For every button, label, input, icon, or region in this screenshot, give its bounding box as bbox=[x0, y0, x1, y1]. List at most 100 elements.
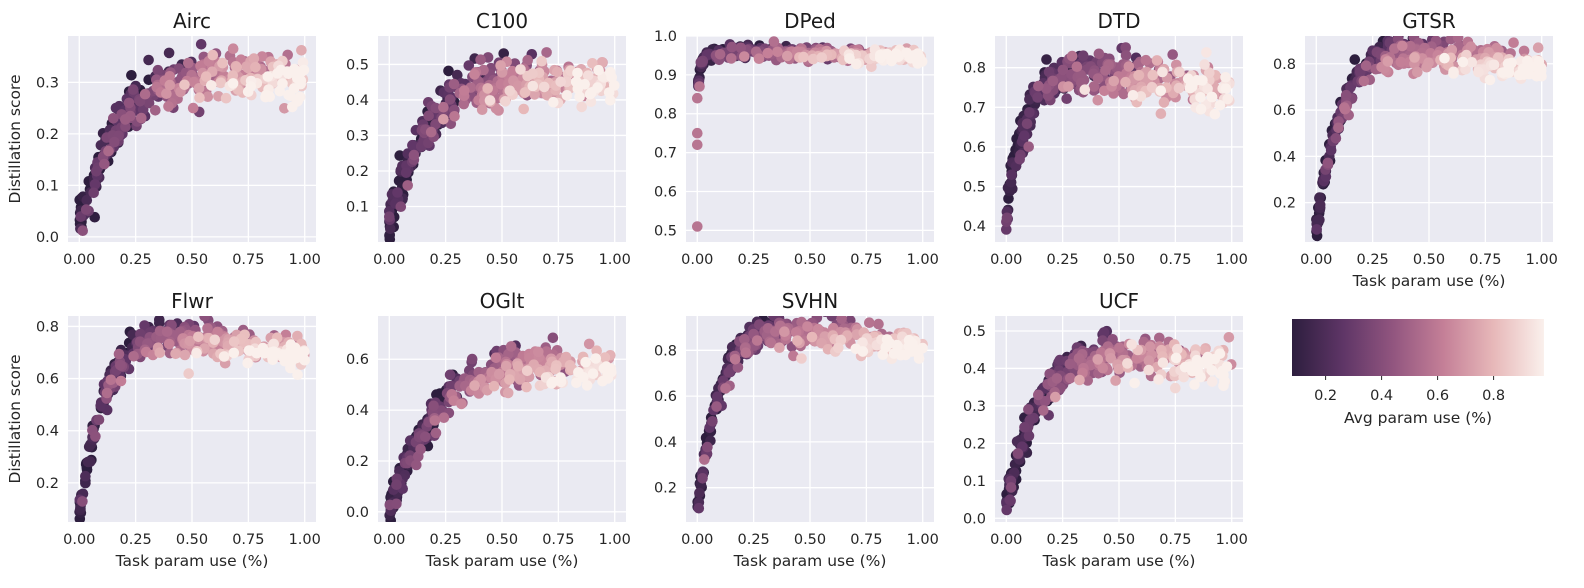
scatter-point bbox=[720, 383, 731, 394]
scatter-point bbox=[1209, 108, 1221, 120]
y-tick-label: 0.7 bbox=[963, 100, 986, 116]
scatter-point bbox=[298, 64, 310, 76]
panel-title: SVHN bbox=[782, 289, 838, 313]
panel-title: C100 bbox=[476, 9, 528, 33]
scatter-point bbox=[127, 84, 139, 95]
scatter-point bbox=[693, 502, 705, 514]
scatter-point bbox=[270, 348, 281, 359]
scatter-point bbox=[739, 51, 750, 62]
scatter-point bbox=[475, 54, 486, 65]
scatter-point bbox=[1439, 52, 1450, 64]
scatter-point bbox=[1066, 50, 1078, 62]
scatter-point bbox=[850, 343, 862, 355]
scatter-point bbox=[1019, 130, 1030, 141]
scatter-point bbox=[488, 380, 500, 392]
scatter-point bbox=[200, 71, 212, 82]
scatter-point bbox=[1221, 361, 1233, 372]
scatter-point bbox=[287, 101, 298, 113]
colorbar-tick-label: 0.6 bbox=[1426, 388, 1449, 404]
scatter-point bbox=[1358, 75, 1370, 87]
scatter-point bbox=[739, 334, 750, 345]
scatter-point bbox=[193, 83, 205, 94]
scatter-point bbox=[285, 339, 297, 350]
scatter-point bbox=[384, 211, 395, 222]
scatter-point bbox=[143, 97, 155, 109]
scatter-point bbox=[231, 62, 242, 73]
x-tick-label: 0.50 bbox=[486, 252, 518, 268]
scatter-point bbox=[1421, 61, 1432, 73]
x-axis-label: Task param use (%) bbox=[733, 552, 887, 570]
y-tick-label: 0.4 bbox=[963, 219, 986, 235]
scatter-point bbox=[779, 326, 790, 338]
x-tick-label: 0.25 bbox=[737, 532, 769, 548]
scatter-point bbox=[694, 81, 705, 92]
scatter-points bbox=[1001, 42, 1235, 235]
scatter-point bbox=[77, 225, 88, 236]
scatter-point bbox=[538, 81, 550, 93]
x-tick-label: 0.50 bbox=[1413, 252, 1445, 268]
y-tick-label: 0.8 bbox=[963, 61, 986, 77]
scatter-point bbox=[1214, 100, 1226, 111]
x-tick-label: 1.00 bbox=[907, 252, 939, 268]
scatter-point bbox=[1311, 224, 1322, 235]
scatter-point bbox=[443, 65, 454, 77]
scatter-point bbox=[394, 150, 406, 161]
scatter-point bbox=[1195, 92, 1206, 103]
y-tick-label: 0.5 bbox=[654, 223, 677, 239]
scatter-point bbox=[199, 316, 210, 322]
scatter-point bbox=[1523, 68, 1535, 80]
scatter-point bbox=[695, 56, 707, 68]
x-axis-label: Task param use (%) bbox=[1042, 552, 1196, 570]
scatter-point bbox=[1204, 67, 1215, 78]
scatter-point bbox=[93, 414, 105, 426]
scatter-point bbox=[1005, 482, 1017, 493]
y-tick-label: 0.2 bbox=[36, 476, 59, 492]
scatter-point bbox=[248, 53, 260, 64]
scatter-point bbox=[227, 43, 239, 54]
x-tick-label: 0.25 bbox=[119, 532, 151, 548]
scatter-point bbox=[572, 67, 583, 79]
scatter-point bbox=[1330, 133, 1342, 144]
scatter-point bbox=[218, 351, 230, 362]
scatter-point bbox=[277, 78, 288, 89]
scatter-point bbox=[400, 167, 412, 178]
scatter-point bbox=[768, 36, 780, 47]
scatter-point bbox=[163, 338, 175, 350]
scatter-point bbox=[1105, 353, 1117, 364]
scatter-point bbox=[164, 71, 175, 82]
x-tick-label: 1.00 bbox=[289, 252, 321, 268]
scatter-point bbox=[1143, 364, 1154, 376]
y-tick-label: 0.2 bbox=[346, 454, 369, 470]
scatter-point bbox=[289, 63, 300, 75]
scatter-point bbox=[699, 454, 710, 465]
y-tick-label: 0.8 bbox=[36, 319, 59, 335]
scatter-point bbox=[579, 79, 590, 90]
scatter-point bbox=[463, 60, 475, 71]
scatter-point bbox=[753, 53, 765, 64]
scatter-points bbox=[384, 332, 617, 522]
scatter-point bbox=[123, 97, 135, 109]
y-tick-label: 0.3 bbox=[963, 399, 986, 415]
scatter-point bbox=[260, 91, 271, 103]
scatter-point bbox=[726, 53, 737, 64]
scatter-point bbox=[415, 443, 426, 455]
scatter-point bbox=[816, 52, 828, 63]
scatter-point bbox=[504, 374, 515, 385]
scatter-point bbox=[1167, 49, 1178, 60]
scatter-point bbox=[1092, 354, 1104, 365]
x-tick-label: 0.75 bbox=[232, 532, 264, 548]
scatter-point bbox=[527, 80, 539, 92]
scatter-point bbox=[1064, 358, 1076, 370]
scatter-point bbox=[806, 331, 818, 343]
y-axis-label: Distillation score bbox=[6, 354, 24, 483]
scatter-point bbox=[82, 456, 94, 468]
scatter-point bbox=[1488, 59, 1500, 71]
scatter-point bbox=[550, 363, 561, 375]
scatter-point bbox=[1023, 141, 1034, 152]
panel-dtd: 0.00 0.25 0.50 0.75 1.00 0.4 0.5 0.6 0.7 0.8 DTD bbox=[963, 9, 1248, 268]
x-tick-label: 0.00 bbox=[63, 532, 95, 548]
scatter-point bbox=[1093, 48, 1105, 60]
scatter-point bbox=[1325, 144, 1337, 156]
scatter-point bbox=[490, 352, 502, 364]
scatter-point bbox=[95, 400, 106, 411]
